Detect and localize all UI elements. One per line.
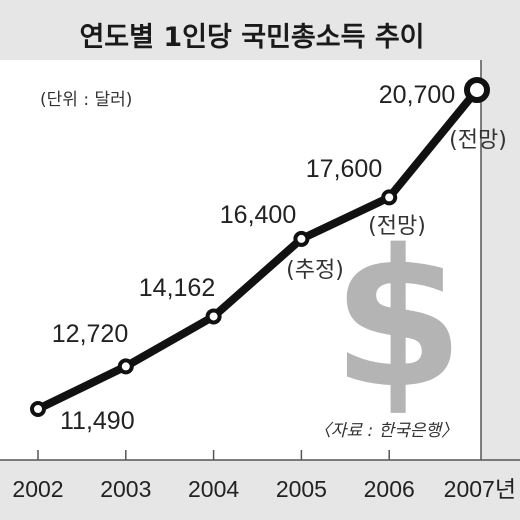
dollar-sign-icon: $ — [332, 209, 464, 430]
x-tick-labels: 2002 2003 2004 2005 2006 2007년 — [12, 476, 516, 502]
value-label: 11,490 — [60, 407, 135, 435]
value-label: 20,700 — [379, 81, 455, 109]
data-point — [464, 77, 490, 103]
value-note: (추정) — [286, 258, 344, 283]
value-label: 14,162 — [139, 274, 215, 302]
x-tick-marks — [37, 450, 390, 460]
series-line — [34, 86, 481, 413]
x-tick-label: 2007년 — [444, 476, 516, 502]
data-point — [293, 230, 310, 247]
value-note: (전망) — [368, 214, 426, 239]
value-labels: 11,490 12,720 14,162 16,400 17,600 20,700 — [52, 81, 455, 435]
unit-label: (단위 : 달러) — [40, 90, 132, 110]
data-point — [381, 189, 398, 206]
chart-title: 연도별 1인당 국민총소득 추이 — [79, 22, 424, 53]
x-tick-label: 2005 — [276, 476, 327, 502]
plot-area — [0, 60, 481, 460]
value-label: 16,400 — [220, 201, 296, 229]
source-label: 〈자료 : 한국은행〉 — [314, 421, 458, 441]
data-markers — [30, 77, 490, 417]
x-tick-label: 2002 — [12, 476, 63, 502]
data-point — [205, 308, 222, 325]
value-label: 17,600 — [306, 155, 382, 183]
value-label: 12,720 — [52, 320, 128, 348]
value-notes: (추정) (전망) (전망) — [286, 128, 507, 283]
data-point — [117, 358, 134, 375]
data-point — [30, 401, 46, 417]
x-tick-label: 2003 — [100, 476, 151, 502]
value-note: (전망) — [449, 128, 507, 153]
x-tick-label: 2004 — [188, 476, 239, 502]
x-tick-label: 2006 — [364, 476, 415, 502]
